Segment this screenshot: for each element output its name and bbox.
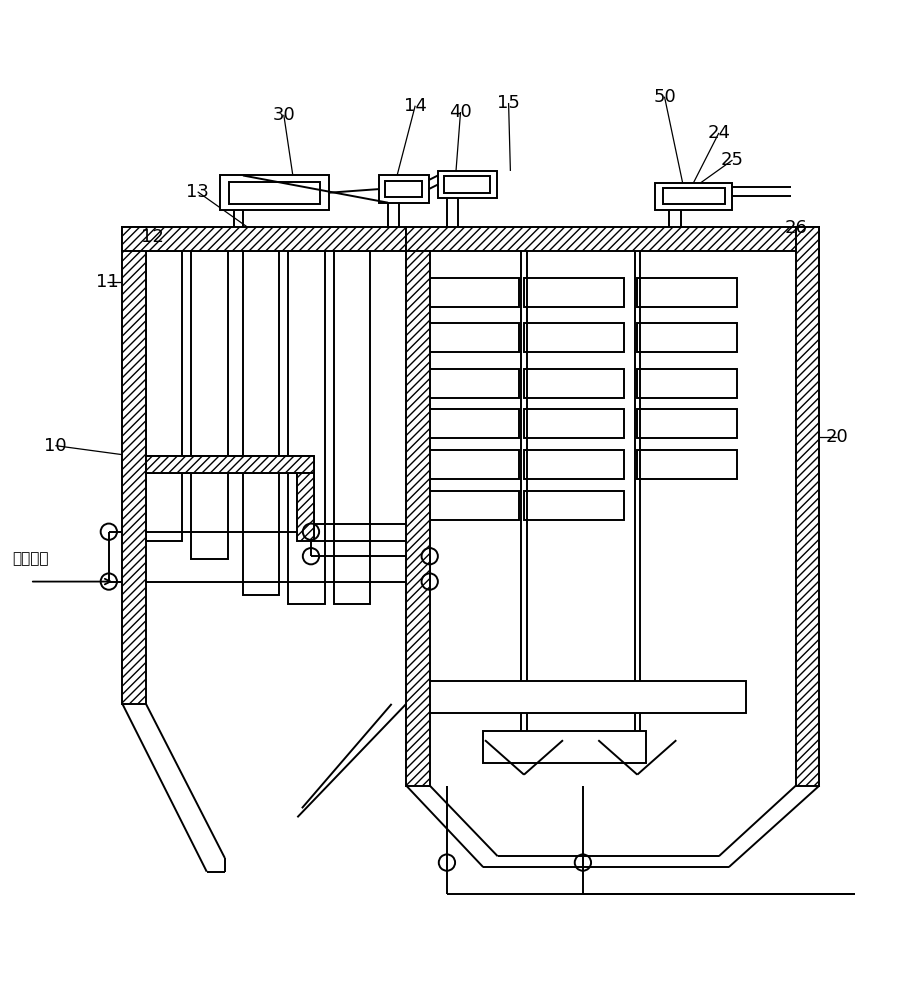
Text: 20: 20 (824, 428, 847, 446)
Bar (122, 227, 146, 704)
Bar (437, 171, 496, 198)
Bar (405, 227, 819, 251)
Text: 14: 14 (404, 97, 426, 115)
Bar (637, 278, 736, 307)
Bar (637, 409, 736, 438)
Bar (419, 323, 519, 352)
Text: 15: 15 (496, 94, 519, 112)
Bar (637, 450, 736, 479)
Bar (333, 251, 370, 604)
Bar (524, 369, 623, 398)
Bar (524, 278, 623, 307)
Bar (655, 183, 732, 210)
Bar (795, 227, 819, 786)
Bar (637, 323, 736, 352)
Bar (419, 491, 519, 520)
Bar (146, 251, 182, 541)
Bar (419, 369, 519, 398)
Bar (662, 188, 724, 204)
Bar (220, 175, 329, 210)
Bar (483, 731, 646, 763)
Bar (297, 473, 313, 541)
Text: 25: 25 (721, 151, 743, 169)
Bar (146, 456, 313, 473)
Bar (524, 491, 623, 520)
Bar (524, 409, 623, 438)
Bar (524, 323, 623, 352)
Text: 来自高加: 来自高加 (12, 551, 48, 566)
Bar (405, 251, 429, 786)
Bar (288, 251, 324, 604)
Text: 26: 26 (783, 219, 806, 237)
Bar (384, 181, 422, 197)
Bar (637, 369, 736, 398)
Bar (191, 251, 228, 559)
Text: 50: 50 (652, 88, 675, 106)
Text: 24: 24 (707, 124, 730, 142)
Text: 11: 11 (96, 273, 118, 291)
Bar (419, 409, 519, 438)
Bar (122, 227, 405, 251)
Text: 10: 10 (44, 437, 67, 455)
Bar (242, 251, 279, 595)
Bar (230, 182, 320, 204)
Bar (444, 176, 490, 193)
Text: 30: 30 (272, 106, 295, 124)
Bar (419, 450, 519, 479)
Text: 13: 13 (186, 183, 209, 201)
Bar (524, 450, 623, 479)
Bar (419, 681, 745, 713)
Bar (379, 175, 428, 203)
Text: 40: 40 (448, 103, 471, 121)
Text: 12: 12 (140, 228, 164, 246)
Bar (419, 278, 519, 307)
